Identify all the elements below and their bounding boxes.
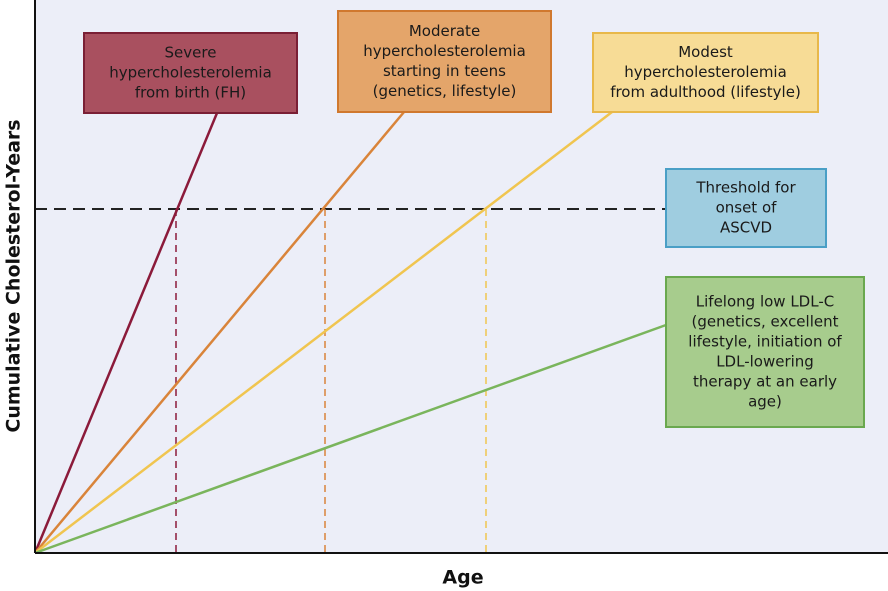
- x-axis-title: Age: [442, 567, 483, 589]
- box-label-line: from birth (FH): [135, 84, 246, 102]
- box-label-line: age): [748, 393, 782, 411]
- box-label-line: Modest: [678, 43, 733, 61]
- trajectory-line: [33, 112, 219, 554]
- trajectory-line: [34, 323, 667, 555]
- box-label-line: LDL-lowering: [716, 353, 814, 371]
- label-box: [665, 168, 827, 248]
- y-axis-title: Cumulative Cholesterol-Years: [3, 119, 25, 432]
- trajectory-line: [34, 111, 405, 554]
- box-label-line: Severe: [165, 44, 217, 62]
- label-box: [337, 10, 552, 113]
- label-box: [592, 32, 819, 113]
- box-label-line: Threshold for: [695, 179, 796, 197]
- box-label-line: Lifelong low LDL-C: [696, 293, 834, 311]
- label-box: [665, 276, 865, 428]
- box-label-line: (genetics, lifestyle): [373, 82, 517, 100]
- box-labels: Severe hypercholesterolemia from birth (FH…: [109, 22, 842, 411]
- box-label-line: ASCVD: [720, 219, 772, 237]
- label-box: [83, 32, 298, 114]
- box-label-line: hypercholesterolemia: [624, 63, 787, 81]
- box-label-line: from adulthood (lifestyle): [610, 83, 801, 101]
- box-label-line: starting in teens: [383, 62, 506, 80]
- box-label-line: lifestyle, initiation of: [688, 333, 842, 351]
- box-label-line: therapy at an early: [693, 373, 837, 391]
- box-label-line: onset of: [716, 199, 778, 217]
- trajectory-line: [34, 111, 613, 554]
- box-label-line: Moderate: [409, 22, 480, 40]
- box-label-line: hypercholesterolemia: [109, 64, 272, 82]
- box-label-line: hypercholesterolemia: [363, 42, 526, 60]
- box-label-line: (genetics, excellent: [692, 313, 839, 331]
